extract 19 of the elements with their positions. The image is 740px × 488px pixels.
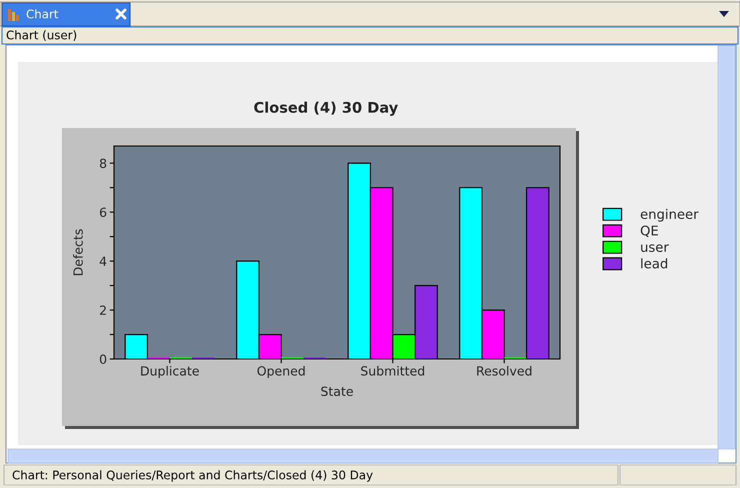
y-tick-label: 4 — [100, 256, 106, 266]
x-axis-title: State — [321, 386, 353, 396]
y-axis-title: Defects — [73, 229, 83, 276]
y-tick-label: 0 — [100, 354, 106, 364]
x-tick-label: Duplicate — [141, 366, 199, 378]
chart-title: Closed (4) 30 Day — [254, 102, 398, 116]
text: Chart — [26, 9, 58, 18]
legend-label: lead — [641, 258, 668, 268]
legend-label: QE — [640, 226, 658, 238]
legend-label: user — [641, 244, 669, 252]
y-tick-label: 2 — [100, 306, 106, 315]
text: Chart (user) — [6, 30, 76, 41]
x-tick-label: Opened — [257, 366, 305, 378]
y-tick-label: 6 — [100, 208, 106, 218]
x-tick-label: Resolved — [477, 366, 532, 376]
y-tick-label: 8 — [100, 158, 106, 168]
legend-label: engineer — [640, 208, 699, 222]
x-tick-label: Submitted — [361, 366, 424, 376]
text: Chart: Personal Queries/Report and Charts/Closed (4) 30 Day — [12, 470, 373, 482]
